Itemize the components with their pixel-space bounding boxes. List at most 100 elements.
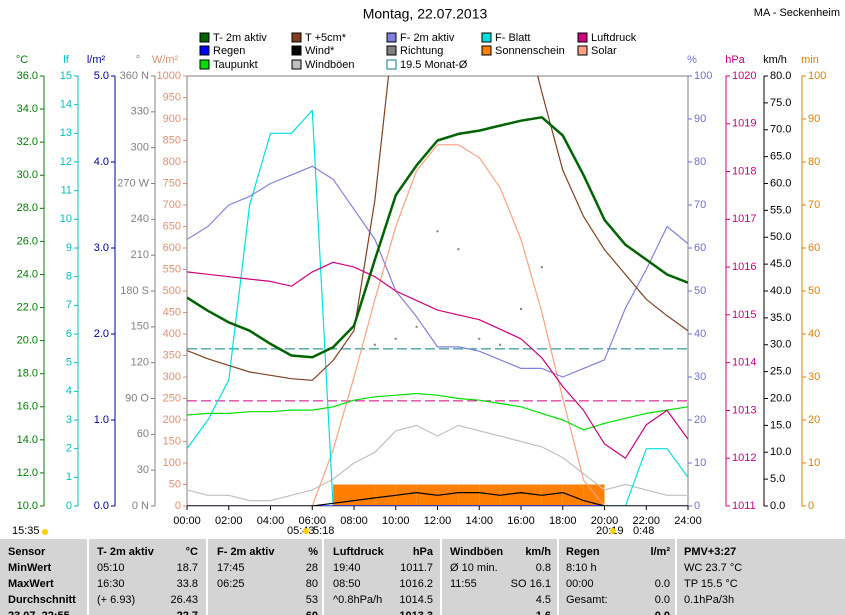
y-tick-label: 100: [808, 70, 826, 82]
x-tick-label: 04:00: [257, 515, 285, 527]
y-tick-label: 850: [163, 134, 181, 146]
y-tick-label: 50: [808, 285, 820, 297]
series-line: [187, 424, 688, 502]
table-cell: 18.7: [177, 562, 198, 574]
table-cell: 60: [306, 610, 318, 615]
table-cell: 8:10 h: [566, 562, 597, 574]
y-tick-label: 40: [808, 328, 820, 340]
y-tick-label: 330: [131, 106, 149, 118]
axis-unit: l/m²: [87, 54, 106, 66]
legend-swatch: [481, 32, 492, 43]
y-tick-label: 5.0: [770, 473, 785, 485]
y-tick-label: 100: [694, 70, 712, 82]
annotation: 0:48: [633, 525, 654, 537]
y-tick-label: 250: [163, 392, 181, 404]
series-line: [187, 144, 688, 506]
legend-swatch: [386, 32, 397, 43]
table-cell: 22.7: [177, 610, 198, 615]
series-bar: [521, 484, 542, 506]
legend-label: T- 2m aktiv: [213, 32, 267, 44]
y-tick-label: 1011: [732, 500, 756, 512]
table-cell: 33.8: [177, 578, 198, 590]
legend-label: Luftdruck: [591, 32, 637, 44]
table-cell: ^0.8hPa/h: [333, 594, 382, 606]
y-tick-label: 2.0: [94, 328, 109, 340]
y-tick-label: 60: [137, 428, 149, 440]
y-tick-label: 4: [66, 385, 72, 397]
y-tick-label: 550: [163, 263, 181, 275]
series-bar: [562, 484, 584, 506]
y-tick-label: 3: [66, 414, 72, 426]
axis-unit: %: [687, 54, 697, 66]
y-tick-label: 90 O: [125, 392, 149, 404]
table-cell: 1013.3: [399, 610, 433, 615]
y-tick-label: 0: [808, 500, 814, 512]
table-cell: 26.43: [170, 594, 198, 606]
y-tick-label: 5: [66, 357, 72, 369]
axis-unit: hPa: [725, 54, 745, 66]
y-tick-label: 0: [175, 500, 181, 512]
y-tick-label: 1018: [732, 165, 756, 177]
series-bar: [437, 484, 459, 506]
table-cell: SO 16.1: [511, 578, 551, 590]
series-dot: [436, 230, 439, 233]
y-tick-label: 12: [60, 156, 72, 168]
y-tick-label: 240: [131, 213, 149, 225]
y-tick-label: 70: [694, 199, 706, 211]
table-cell: 28: [306, 562, 318, 574]
y-tick-label: 6: [66, 328, 72, 340]
table-cell: WC 23.7 °C: [684, 562, 742, 574]
y-tick-label: 30.0: [17, 169, 38, 181]
y-tick-label: 1017: [732, 213, 756, 225]
y-tick-label: 7: [66, 299, 72, 311]
y-tick-label: 35.0: [770, 312, 791, 324]
legend-swatch: [577, 32, 588, 43]
legend-label: Windböen: [305, 59, 355, 71]
series-dot: [520, 307, 522, 310]
x-tick-label: 16:00: [507, 515, 535, 527]
y-tick-label: 45.0: [770, 258, 791, 270]
y-tick-label: 300: [163, 371, 181, 383]
y-tick-label: 0.0: [770, 500, 785, 512]
location: MA - Seckenheim: [754, 7, 840, 19]
y-tick-label: 30: [694, 371, 706, 383]
series-line: [187, 116, 688, 359]
x-tick-label: 22:00: [632, 515, 660, 527]
x-tick-label: 10:00: [382, 515, 410, 527]
y-tick-label: 10.0: [770, 446, 791, 458]
table-separators: [87, 539, 677, 615]
y-tick-label: 900: [163, 113, 181, 125]
y-tick-label: 70: [808, 199, 820, 211]
y-tick-label: 90: [808, 113, 820, 125]
y-tick-label: 5.0: [94, 70, 109, 82]
y-tick-label: 25.0: [770, 366, 791, 378]
table-header: °C: [186, 546, 198, 558]
y-tick-label: 270 W: [117, 177, 149, 189]
y-tick-label: 100: [163, 457, 181, 469]
y-tick-label: 1.0: [94, 414, 109, 426]
y-tick-label: 120: [131, 357, 149, 369]
table-cell: 17:45: [217, 562, 245, 574]
y-tick-label: 14: [60, 99, 72, 111]
legend-label: Solar: [591, 45, 617, 57]
series-bar: [374, 484, 396, 506]
y-tick-label: 80.0: [770, 70, 791, 82]
x-tick-label: 08:00: [340, 515, 368, 527]
y-tick-label: 1: [66, 471, 72, 483]
legend-label: Richtung: [400, 45, 443, 57]
y-tick-label: 450: [163, 306, 181, 318]
y-tick-label: 30.0: [770, 339, 791, 351]
y-tick-label: 400: [163, 328, 181, 340]
y-tick-label: 60.0: [770, 177, 791, 189]
y-tick-label: 20.0: [770, 392, 791, 404]
y-tick-label: 34.0: [17, 103, 38, 115]
chart-title: Montag, 22.07.2013: [363, 6, 488, 22]
legend-swatch: [199, 59, 210, 70]
y-tick-label: 2: [66, 443, 72, 455]
axis-unit: lf: [63, 54, 69, 66]
y-tick-label: 650: [163, 220, 181, 232]
legend-label: 19.5 Monat-Ø: [400, 59, 468, 71]
series-line: [187, 165, 688, 378]
y-tick-label: 210: [131, 249, 149, 261]
table-cell: 19:40: [333, 562, 361, 574]
